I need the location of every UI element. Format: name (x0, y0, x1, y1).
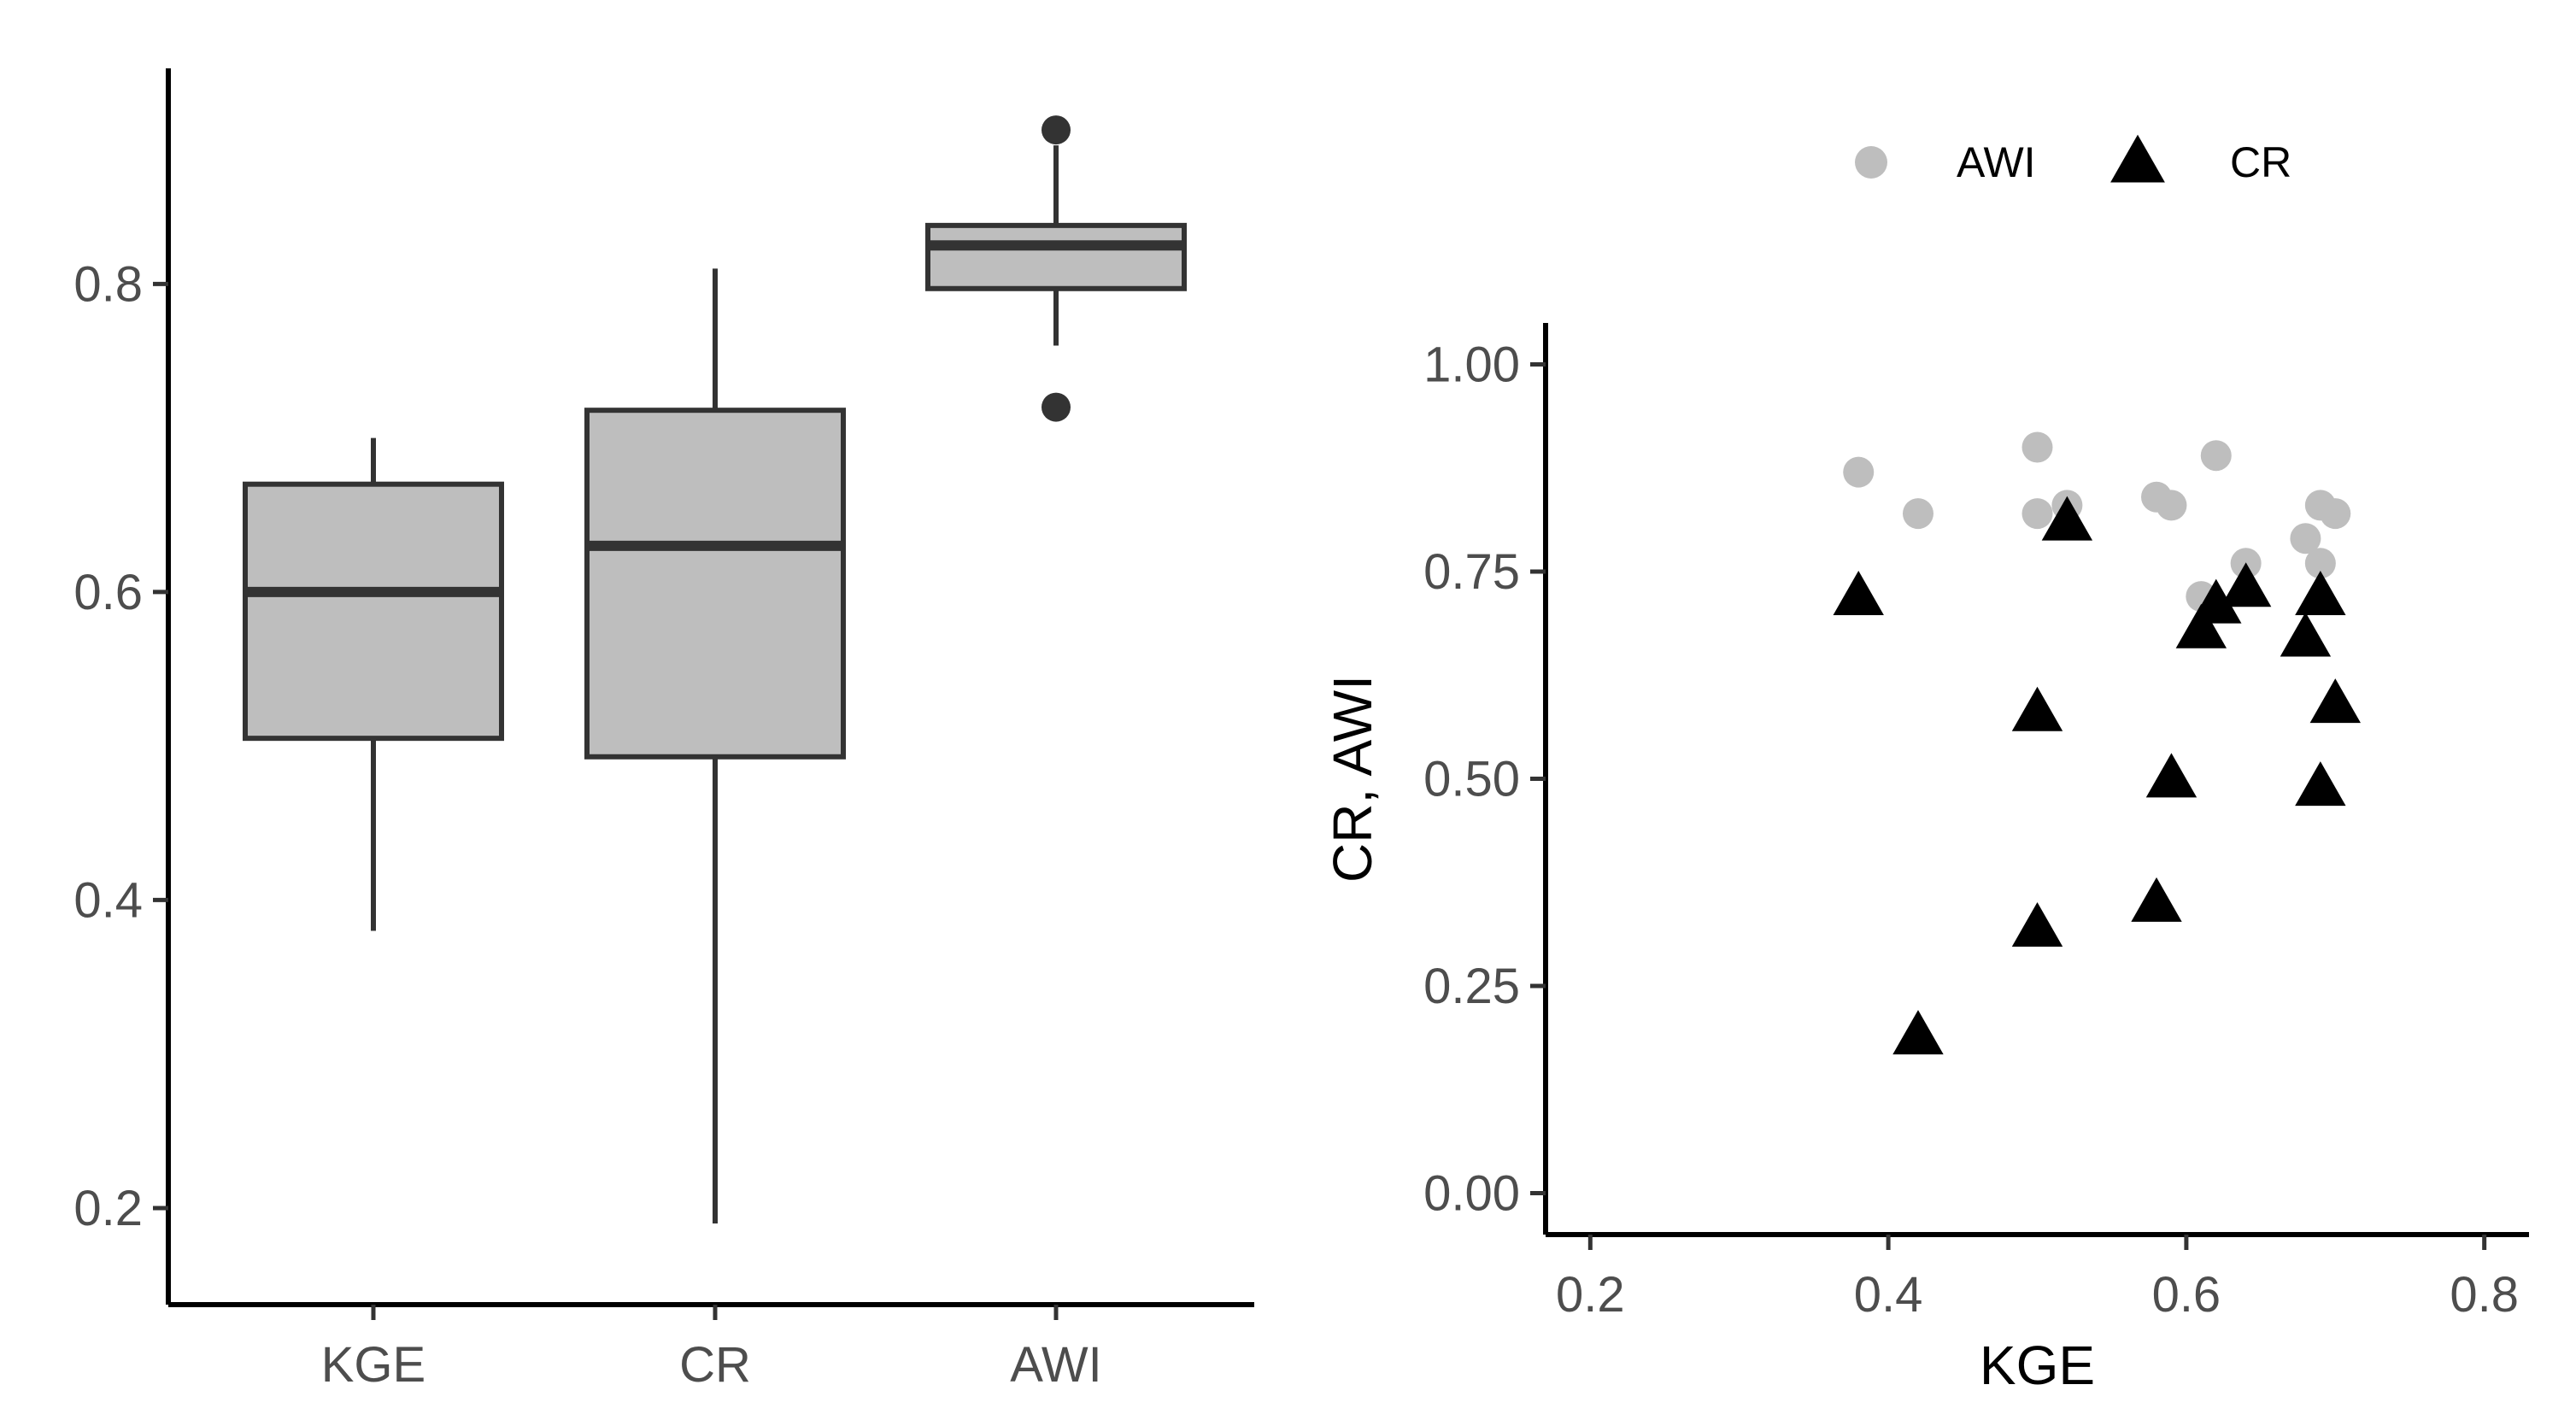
scatter-point-cr (2295, 570, 2346, 615)
boxplot-axes (153, 68, 1254, 1320)
box-iqr (925, 222, 1187, 291)
boxplot-x-tick-label: CR (679, 1337, 751, 1393)
series-awi (1843, 431, 2351, 613)
boxplot-y-tick-label: 0.4 (73, 872, 143, 928)
scatter-point-awi (1902, 498, 1933, 530)
boxplot-boxes (243, 115, 1187, 1223)
scatter-x-tick-label: 0.4 (1854, 1267, 1923, 1323)
scatter-x-tick-label: 0.2 (1556, 1267, 1625, 1323)
boxplot-y-tick-label: 0.2 (73, 1181, 143, 1236)
boxplot-x-tick-label: AWI (1010, 1337, 1101, 1393)
box-iqr (584, 408, 846, 760)
scatter-point-cr (2309, 678, 2361, 724)
boxplot-tick-labels: 0.2 0.4 0.6 0.8 KGE CR AWI (73, 256, 1101, 1393)
scatter-point-awi (2320, 498, 2351, 530)
scatter-point-cr (2175, 603, 2227, 648)
scatter-point-awi (2156, 490, 2187, 521)
boxplot-y-tick-label: 0.6 (73, 565, 143, 620)
boxplot-panel: 0.2 0.4 0.6 0.8 KGE CR AWI (73, 68, 1254, 1393)
scatter-axes (1530, 323, 2529, 1250)
scatter-point-awi (2304, 548, 2336, 579)
box-awi (925, 115, 1187, 422)
box-cr (584, 268, 846, 1223)
scatter-x-tick-label: 0.6 (2152, 1267, 2221, 1323)
scatter-point-cr (2220, 562, 2272, 607)
scatter-x-axis-title: KGE (1980, 1335, 2095, 1396)
outlier-point (1042, 392, 1071, 422)
scatter-point-cr (2011, 901, 2063, 947)
scatter-legend: AWI CR (1855, 134, 2291, 186)
scatter-point-cr (2280, 612, 2332, 657)
scatter-point-cr (2191, 578, 2242, 624)
scatter-point-cr (2145, 753, 2198, 798)
scatter-point-cr (1892, 1010, 1944, 1055)
scatter-point-cr (2041, 496, 2093, 541)
scatter-y-axis-title: CR, AWI (1322, 675, 1383, 883)
box-kge (243, 437, 504, 931)
legend-key-cr (2110, 134, 2165, 183)
scatter-point-cr (2011, 686, 2063, 731)
scatter-panel: 0.00 0.25 0.50 0.75 1.00 0.2 0.4 0.6 0.8 KGE CR,… (1322, 134, 2529, 1396)
scatter-y-tick-label: 0.50 (1423, 752, 1520, 807)
scatter-point-awi (2200, 440, 2232, 472)
boxplot-x-tick-label: KGE (321, 1337, 426, 1393)
legend-label-awi: AWI (1957, 138, 2036, 186)
legend-key-awi (1855, 146, 1887, 179)
scatter-point-awi (1843, 456, 1875, 488)
scatter-point-awi (2021, 431, 2053, 463)
scatter-y-tick-label: 0.75 (1423, 544, 1520, 600)
scatter-y-tick-label: 0.00 (1423, 1166, 1520, 1222)
boxplot-y-tick-label: 0.8 (73, 256, 143, 312)
scatter-y-tick-label: 0.25 (1423, 959, 1520, 1014)
series-cr (1833, 496, 2361, 1055)
outlier-point (1042, 115, 1071, 145)
box-iqr (243, 481, 504, 742)
scatter-point-awi (2021, 498, 2053, 530)
scatter-point-cr (2295, 761, 2346, 807)
scatter-points (1833, 431, 2361, 1055)
scatter-point-cr (1833, 570, 1884, 615)
scatter-x-tick-label: 0.8 (2450, 1267, 2519, 1323)
scatter-point-awi (2290, 523, 2321, 554)
scatter-y-tick-label: 1.00 (1423, 337, 1520, 393)
scatter-point-cr (2131, 877, 2182, 922)
legend-label-cr: CR (2230, 138, 2291, 186)
scatter-tick-labels: 0.00 0.25 0.50 0.75 1.00 0.2 0.4 0.6 0.8 (1423, 337, 2519, 1323)
